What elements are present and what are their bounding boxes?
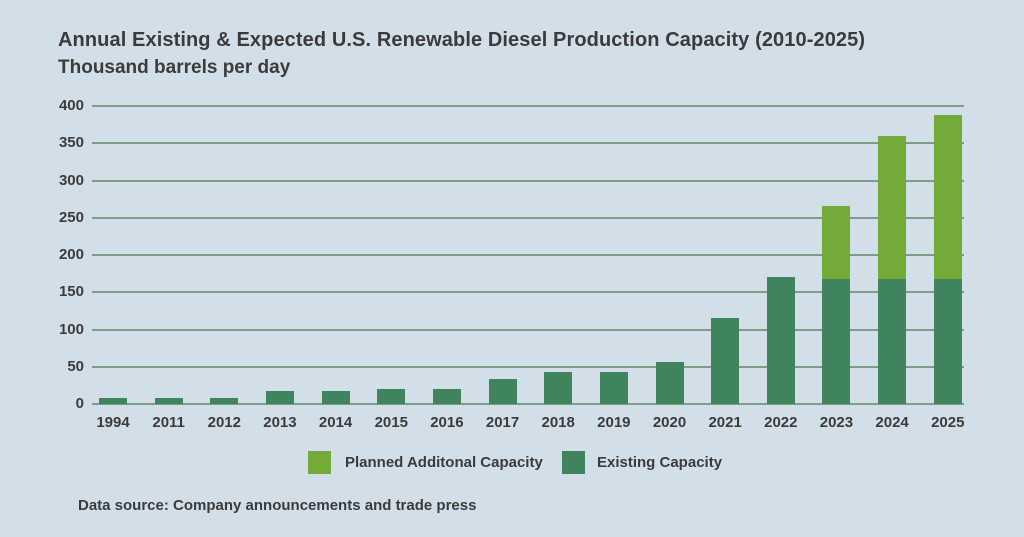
x-axis-label-2025: 2025 [931, 414, 965, 431]
x-axis-label-2013: 2013 [263, 414, 297, 431]
bar-2021-existing [711, 318, 740, 404]
x-axis-label-2014: 2014 [318, 414, 353, 431]
gridline-300 [92, 179, 964, 182]
y-axis-label-100: 100 [58, 320, 84, 338]
y-axis-label-350: 350 [58, 134, 84, 152]
x-axis-label-2015: 2015 [374, 414, 408, 431]
bar-2024-existing [878, 278, 907, 404]
y-axis-label-50: 50 [67, 357, 84, 375]
bar-2014-existing [321, 390, 350, 404]
bar-2023-existing [822, 278, 851, 404]
bar-2015-existing [377, 389, 406, 404]
x-axis-label-2021: 2021 [708, 414, 742, 431]
chart-subtitle: Thousand barrels per day [58, 57, 291, 78]
x-axis-label-2024: 2024 [875, 414, 909, 431]
bar-2016-existing [432, 389, 461, 404]
bar-2020-existing [655, 361, 684, 404]
bar-2018-existing [544, 371, 573, 404]
bar-2012-existing [210, 398, 239, 404]
x-axis-label-2019: 2019 [597, 414, 631, 431]
y-axis-label-250: 250 [58, 208, 84, 226]
gridline-200 [92, 254, 964, 256]
bar-2024-planned [878, 135, 907, 279]
bar-2013-existing [265, 390, 294, 404]
x-axis-label-2011: 2011 [152, 414, 185, 431]
x-axis-label-2017: 2017 [485, 414, 520, 431]
gridline-50 [92, 365, 964, 368]
gridline-100 [92, 328, 964, 331]
gridline-250 [92, 216, 964, 219]
gridline-350 [92, 142, 964, 145]
bar-2011-existing [154, 398, 183, 404]
gridline-0 [92, 403, 964, 405]
y-axis-label-400: 400 [58, 97, 84, 114]
x-axis-label-2012: 2012 [207, 414, 241, 431]
x-axis-label-2018: 2018 [541, 414, 575, 431]
y-axis-label-300: 300 [58, 171, 84, 189]
x-axis-label-2016: 2016 [430, 414, 464, 431]
bar-1994-existing [99, 398, 127, 404]
bar-2025-planned [933, 114, 962, 279]
x-axis-label-2020: 2020 [652, 414, 687, 431]
bar-2025-existing [933, 278, 962, 404]
gridline-400 [92, 105, 964, 107]
x-axis-label-1994: 1994 [96, 414, 130, 431]
x-axis-label-2023: 2023 [819, 414, 854, 431]
bar-2022-existing [766, 277, 795, 404]
chart-title: Annual Existing & Expected U.S. Renewabl… [58, 29, 866, 51]
y-axis-label-200: 200 [58, 246, 84, 263]
y-axis-label-150: 150 [58, 283, 84, 301]
x-axis-label-2022: 2022 [764, 414, 798, 431]
gridline-150 [92, 291, 964, 294]
bar-2019-existing [599, 371, 628, 404]
bar-2023-planned [822, 205, 851, 279]
data-source-note: Data source: Company announcements and t… [78, 497, 477, 514]
bar-2017-existing [488, 378, 517, 404]
y-axis-label-0: 0 [75, 395, 84, 412]
